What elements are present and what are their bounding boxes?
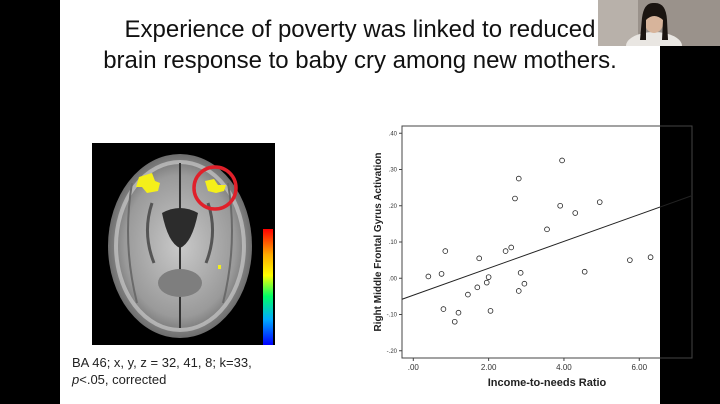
x-axis-label: Income-to-needs Ratio <box>488 377 607 389</box>
y-tick-label: .20 <box>389 204 398 210</box>
x-tick-label: 4.00 <box>556 363 572 372</box>
x-axis-ticks: .00 2.00 4.00 6.00 <box>408 358 648 372</box>
scatter-point <box>451 318 458 325</box>
y-axis-label: Right Middle Frontal Gyrus Activation <box>373 152 384 331</box>
presenter-webcam-icon <box>598 0 720 46</box>
y-tick-label: .30 <box>389 168 398 174</box>
scatter-point <box>455 309 462 316</box>
scatter-point <box>647 254 654 261</box>
scatter-point <box>557 202 563 209</box>
slide-title: Experience of poverty was linked to redu… <box>60 14 660 76</box>
scatter-point <box>559 157 565 164</box>
y-tick-label: .40 <box>389 131 398 137</box>
scatter-point <box>438 271 445 277</box>
y-tick-label: .00 <box>389 276 398 282</box>
presentation-slide: Experience of poverty was linked to redu… <box>60 0 693 404</box>
slide-title-line-1: Experience of poverty was linked to redu… <box>124 16 596 43</box>
brain-image-caption: BA 46; x, y, z = 32, 41, 8; k=33, p<.05,… <box>72 354 252 388</box>
scatter-point <box>581 268 588 275</box>
x-tick-label: 6.00 <box>631 363 647 372</box>
plot-frame <box>401 125 693 359</box>
scatter-point <box>517 270 524 276</box>
scatter-point <box>544 226 550 233</box>
regression-line <box>401 195 693 300</box>
scatter-point <box>440 306 447 312</box>
scatter-point <box>508 244 515 251</box>
scatter-point <box>465 291 471 298</box>
caption-p-italic: p <box>72 372 80 387</box>
scatter-point <box>474 284 481 291</box>
x-tick-label: 2.00 <box>481 363 497 372</box>
scatter-point <box>485 274 492 280</box>
scatter-plot-svg: -.20-.10.00.10.20.30.40 .00 2.00 4.00 6.00 … <box>373 125 693 389</box>
caption-line-1: BA 46; x, y, z = 32, 41, 8; k=33, <box>72 355 252 370</box>
scatter-point <box>515 288 522 294</box>
slide-title-line-2: brain response to baby cry among new mot… <box>103 47 617 74</box>
scatter-points <box>425 157 654 325</box>
scatter-point <box>487 308 494 314</box>
brain-scan-image <box>92 143 275 345</box>
y-tick-label: .10 <box>389 240 398 246</box>
caption-line-2-rest: <.05, corrected <box>79 372 167 387</box>
scatter-plot: -.20 -.10.00.10.20.30.40 .00 2.00 4.00 6.00 … <box>370 120 700 390</box>
caption-line-2: p<.05, corrected <box>72 371 252 388</box>
y-tick-label: -.10 <box>387 313 398 319</box>
y-tick-label: -.20 <box>387 349 398 355</box>
scatter-point <box>521 280 528 287</box>
y-axis-ticks: -.20 -.10 .00 .10 .20 .30 .40 <box>387 131 402 355</box>
scatter-point <box>627 257 633 263</box>
regression-line-group <box>401 195 693 300</box>
x-tick-label: .00 <box>408 363 420 372</box>
scatter-point <box>515 175 522 182</box>
scatter-point <box>512 195 518 202</box>
scatter-point <box>596 199 603 205</box>
scatter-point <box>442 248 449 254</box>
scatter-point <box>502 248 509 254</box>
scatter-point <box>572 210 579 216</box>
scatter-point <box>476 255 483 262</box>
scatter-point <box>483 279 490 286</box>
scatter-point <box>425 273 432 280</box>
